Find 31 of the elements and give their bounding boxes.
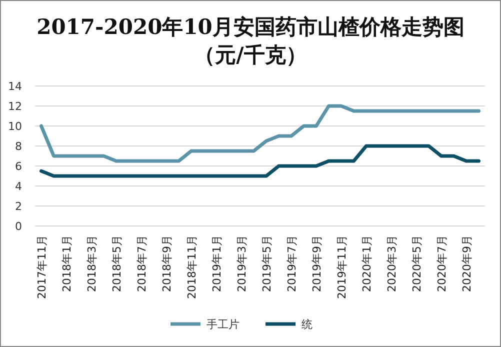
legend-label: 手工片 (206, 318, 240, 331)
x-tick-label: 2020年7月 (435, 235, 448, 292)
y-tick-label: 8 (15, 140, 22, 153)
y-tick-label: 6 (15, 160, 22, 173)
y-tick-label: 10 (8, 120, 22, 133)
x-tick-label: 2018年3月 (85, 235, 98, 292)
line-series (40, 144, 480, 178)
x-tick-label: 2020年5月 (410, 235, 424, 292)
legend-label: 统 (302, 318, 312, 331)
x-tick-label: 2019年1月 (210, 235, 224, 292)
chart-title: 2017-2020年10月安国药市山楂价格走势图（元/千克） (36, 14, 464, 67)
x-tick-label: 2018年7月 (135, 235, 148, 292)
x-tick-label: 2018年9月 (160, 235, 174, 292)
x-tick-label: 2020年1月 (360, 235, 374, 292)
y-tick-label: 14 (8, 80, 22, 93)
y-tick-label: 0 (15, 220, 22, 233)
x-tick-label: 2019年5月 (260, 235, 274, 292)
x-tick-label: 2019年9月 (310, 235, 324, 292)
x-tick-label: 2018年11月 (185, 235, 198, 299)
x-tick-label: 2019年3月 (235, 235, 248, 292)
x-tick-label: 2018年1月 (60, 235, 74, 292)
x-tick-label: 2018年5月 (110, 235, 124, 292)
x-tick-label: 2017年11月 (35, 235, 48, 299)
y-tick-label: 4 (15, 180, 22, 193)
x-tick-label: 2020年9月 (460, 235, 474, 292)
line-series (40, 104, 480, 163)
x-tick-label: 2020年3月 (385, 235, 398, 292)
y-tick-label: 12 (8, 100, 22, 113)
x-tick-label: 2019年7月 (285, 235, 298, 292)
x-tick-label: 2019年11月 (335, 235, 348, 299)
y-tick-label: 2 (15, 200, 22, 213)
